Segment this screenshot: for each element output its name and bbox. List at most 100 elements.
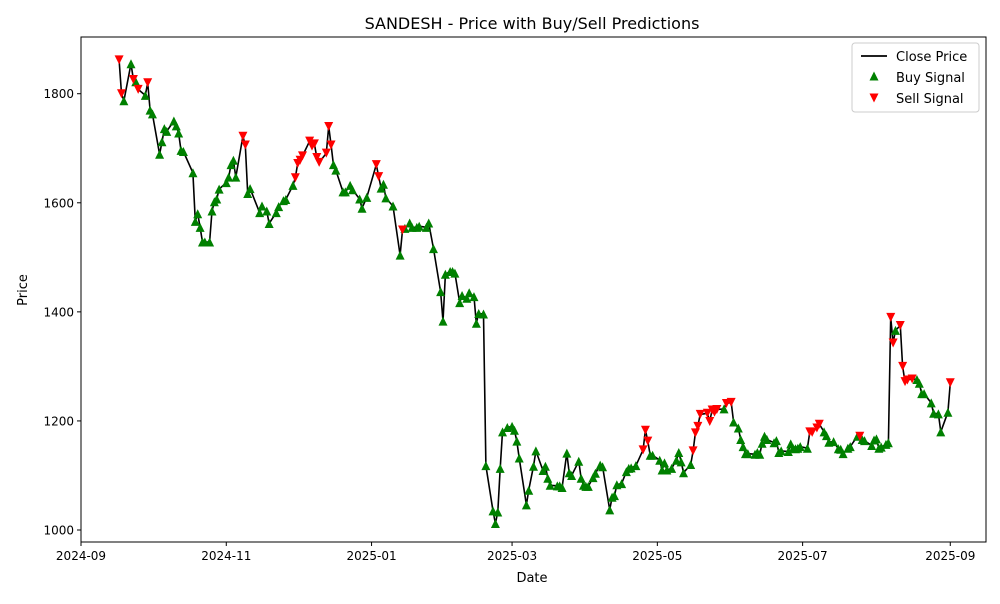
- buy-signal-marker: [357, 203, 367, 213]
- sell-signal-marker: [114, 55, 124, 65]
- sell-signal-marker: [895, 320, 905, 330]
- sell-signal-marker: [898, 361, 908, 371]
- buy-signal-marker: [119, 96, 129, 106]
- buy-signal-marker: [469, 292, 479, 302]
- buy-signal-marker: [659, 458, 669, 468]
- buy-signal-marker: [755, 449, 765, 459]
- buy-signal-marker: [686, 460, 696, 470]
- buy-signal-marker: [471, 318, 481, 328]
- buy-signal-marker: [802, 443, 812, 453]
- sell-signal-marker: [886, 312, 896, 322]
- buy-signal-marker: [883, 438, 893, 448]
- buy-signal-marker: [719, 404, 729, 414]
- legend-entry-close-price: Close Price: [861, 50, 967, 65]
- buy-signal-marker: [140, 90, 150, 100]
- buy-signal-marker: [838, 449, 848, 459]
- buy-signal-marker: [455, 298, 465, 308]
- sell-signal-marker: [238, 131, 248, 141]
- buy-signal-marker: [362, 192, 372, 202]
- buy-signal-marker: [243, 189, 253, 199]
- buy-signal-marker: [674, 448, 684, 458]
- sell-signal-triangle-icon: [869, 93, 879, 103]
- buy-signal-marker: [340, 187, 350, 197]
- sell-signal-marker: [855, 431, 865, 441]
- sell-signal-marker: [945, 378, 955, 388]
- buy-signal-marker: [795, 442, 805, 452]
- buy-signal-marker: [264, 219, 274, 229]
- sell-signal-marker: [807, 427, 817, 437]
- buy-signal-marker: [676, 457, 686, 467]
- buy-signal-marker: [188, 168, 198, 178]
- legend-label-buy-signal: Buy Signal: [896, 71, 965, 86]
- buy-signal-marker: [147, 109, 157, 119]
- sell-signal-marker: [309, 139, 319, 149]
- buy-signal-marker: [757, 438, 767, 448]
- plot-area: [114, 55, 955, 528]
- buy-signal-marker: [155, 149, 165, 159]
- buy-signal-marker: [190, 216, 200, 226]
- legend-label-close-price: Close Price: [896, 50, 967, 65]
- buy-signal-marker: [193, 209, 203, 219]
- buy-signal-marker: [679, 468, 689, 478]
- buy-signal-marker: [348, 185, 357, 195]
- buy-signal-marker: [605, 505, 615, 515]
- sell-signal-marker: [371, 160, 381, 170]
- buy-signal-marker: [436, 287, 446, 297]
- buy-signal-marker: [255, 208, 265, 218]
- buy-signal-marker: [378, 179, 388, 189]
- sell-signal-marker: [324, 121, 334, 131]
- buy-signal-marker: [224, 172, 234, 182]
- buy-signal-marker: [428, 244, 438, 254]
- buy-signal-marker: [743, 449, 753, 459]
- y-axis-label: Price: [16, 274, 31, 306]
- buy-signal-triangle-icon: [869, 71, 879, 81]
- buy-signal-marker: [288, 180, 298, 190]
- sell-signal-marker: [314, 157, 324, 167]
- buy-signal-marker: [490, 518, 500, 528]
- buy-signal-marker: [583, 481, 593, 491]
- sell-signal-marker: [240, 140, 250, 150]
- buy-signal-marker: [271, 208, 281, 218]
- buy-signal-marker: [771, 436, 781, 446]
- buy-signal-marker: [540, 461, 550, 471]
- buy-signal-marker: [776, 446, 786, 456]
- buy-signal-marker: [655, 455, 665, 465]
- sell-signal-marker: [726, 397, 736, 407]
- buy-signal-marker: [891, 325, 900, 335]
- buy-signal-marker: [207, 206, 217, 216]
- buy-signal-marker: [395, 250, 405, 260]
- legend: Close Price Buy Signal Sell Signal: [851, 42, 980, 113]
- buy-signal-marker: [245, 184, 255, 194]
- buy-signal-marker: [512, 436, 522, 446]
- sell-signal-marker: [305, 136, 315, 146]
- x-axis-label: Date: [516, 571, 547, 586]
- buy-signal-marker: [424, 218, 434, 228]
- buy-signal-marker: [617, 479, 627, 489]
- buy-signal-marker: [557, 482, 567, 492]
- buy-signal-marker: [933, 409, 943, 419]
- sell-signal-marker: [312, 153, 322, 163]
- buy-signal-marker: [531, 446, 541, 456]
- sell-signal-marker: [690, 428, 700, 438]
- y-tick-label: 1800: [43, 87, 74, 101]
- buy-signal-marker: [529, 461, 538, 471]
- buy-signal-marker: [228, 155, 238, 165]
- buy-signal-marker: [524, 485, 534, 495]
- sell-signal-marker: [907, 374, 917, 384]
- buy-signal-marker: [821, 431, 831, 441]
- buy-signal-marker: [567, 470, 577, 480]
- sell-signal-marker: [321, 148, 331, 158]
- buy-signal-marker: [457, 290, 467, 300]
- sell-signal-marker: [128, 75, 138, 85]
- buy-signal-marker: [729, 417, 739, 427]
- sell-signal-marker: [374, 172, 384, 182]
- x-tick-label: 2025-01: [346, 549, 396, 563]
- y-tick-label: 1000: [43, 524, 74, 538]
- buy-signal-marker: [574, 456, 584, 466]
- buy-signal-marker: [631, 461, 641, 471]
- x-tick-label: 2024-09: [56, 549, 106, 563]
- x-tick-label: 2025-07: [778, 549, 828, 563]
- sell-signal-marker: [888, 338, 898, 348]
- buy-signal-marker: [231, 172, 241, 182]
